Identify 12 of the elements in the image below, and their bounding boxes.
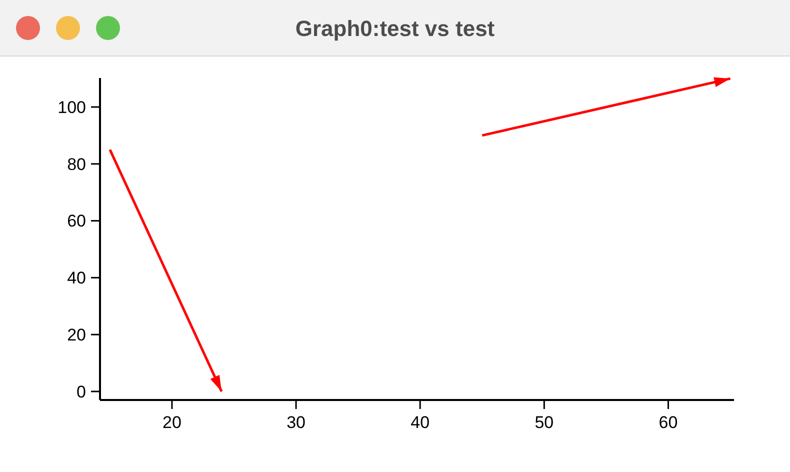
y-tick-label: 100 bbox=[58, 98, 86, 117]
x-tick-label: 60 bbox=[658, 413, 678, 432]
x-tick-label: 30 bbox=[286, 413, 306, 432]
y-tick-label: 80 bbox=[67, 154, 86, 174]
x-tick-label: 40 bbox=[410, 413, 430, 432]
y-tick-label: 40 bbox=[67, 268, 86, 288]
y-tick-label: 0 bbox=[76, 382, 86, 402]
y-tick-label: 20 bbox=[67, 326, 86, 345]
x-tick-label: 50 bbox=[534, 413, 554, 432]
y-tick-label: 60 bbox=[67, 212, 86, 231]
chart-title: Graph0:test vs test bbox=[295, 16, 496, 41]
x-tick-label: 20 bbox=[162, 413, 182, 432]
